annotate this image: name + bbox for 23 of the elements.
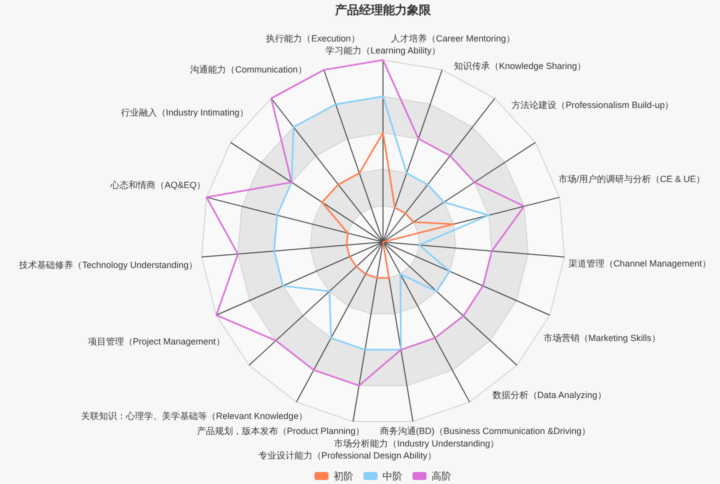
chart-title: 产品经理能力象限	[334, 3, 432, 17]
spoke-label: 市场/用户的调研与分析（CE & UE）	[558, 174, 705, 184]
legend-label: 初阶	[334, 470, 354, 482]
spoke-label: 渠道管理（Channel Management）	[568, 258, 711, 268]
spoke-label: 数据分析（Data Analyzing）	[492, 390, 606, 400]
spoke-label: 项目管理（Project Management）	[88, 336, 225, 347]
legend-label: 中阶	[382, 470, 402, 482]
spoke-label: 技术基础修养（Technology Understanding）	[18, 260, 198, 270]
spoke-label: 商务沟通(BD)（Business Communication &Driving）	[380, 426, 591, 436]
spoke-label: 心态和情商（AQ&EQ）	[110, 180, 206, 190]
spoke-label: 行业融入（Industry Intimating）	[120, 108, 248, 118]
spoke-label: 知识传承（Knowledge Sharing）	[454, 61, 586, 72]
spoke-label: 执行能力（Execution）	[266, 33, 360, 44]
spoke-label: 市场分析能力（Industry Understanding）	[334, 438, 500, 448]
spoke-label: 沟通能力（Communication）	[190, 64, 307, 74]
spoke-label: 产品规划，版本发布（Product Planning）	[196, 426, 364, 436]
spoke-label: 学习能力（Learning Ability）	[325, 46, 441, 56]
spoke-label: 人才培养（Career Mentoring）	[390, 33, 516, 44]
spoke-label: 专业设计能力（Professional Design Ability）	[258, 450, 436, 461]
spoke-label: 方法论建设（Professionalism Build-up）	[512, 100, 674, 110]
legend-label: 高阶	[432, 470, 452, 482]
spoke-label: 市场营销（Marketing Skills）	[543, 333, 660, 344]
spoke-label: 关联知识：心理学、美学基础等（Relevant Knowledge）	[81, 410, 308, 421]
